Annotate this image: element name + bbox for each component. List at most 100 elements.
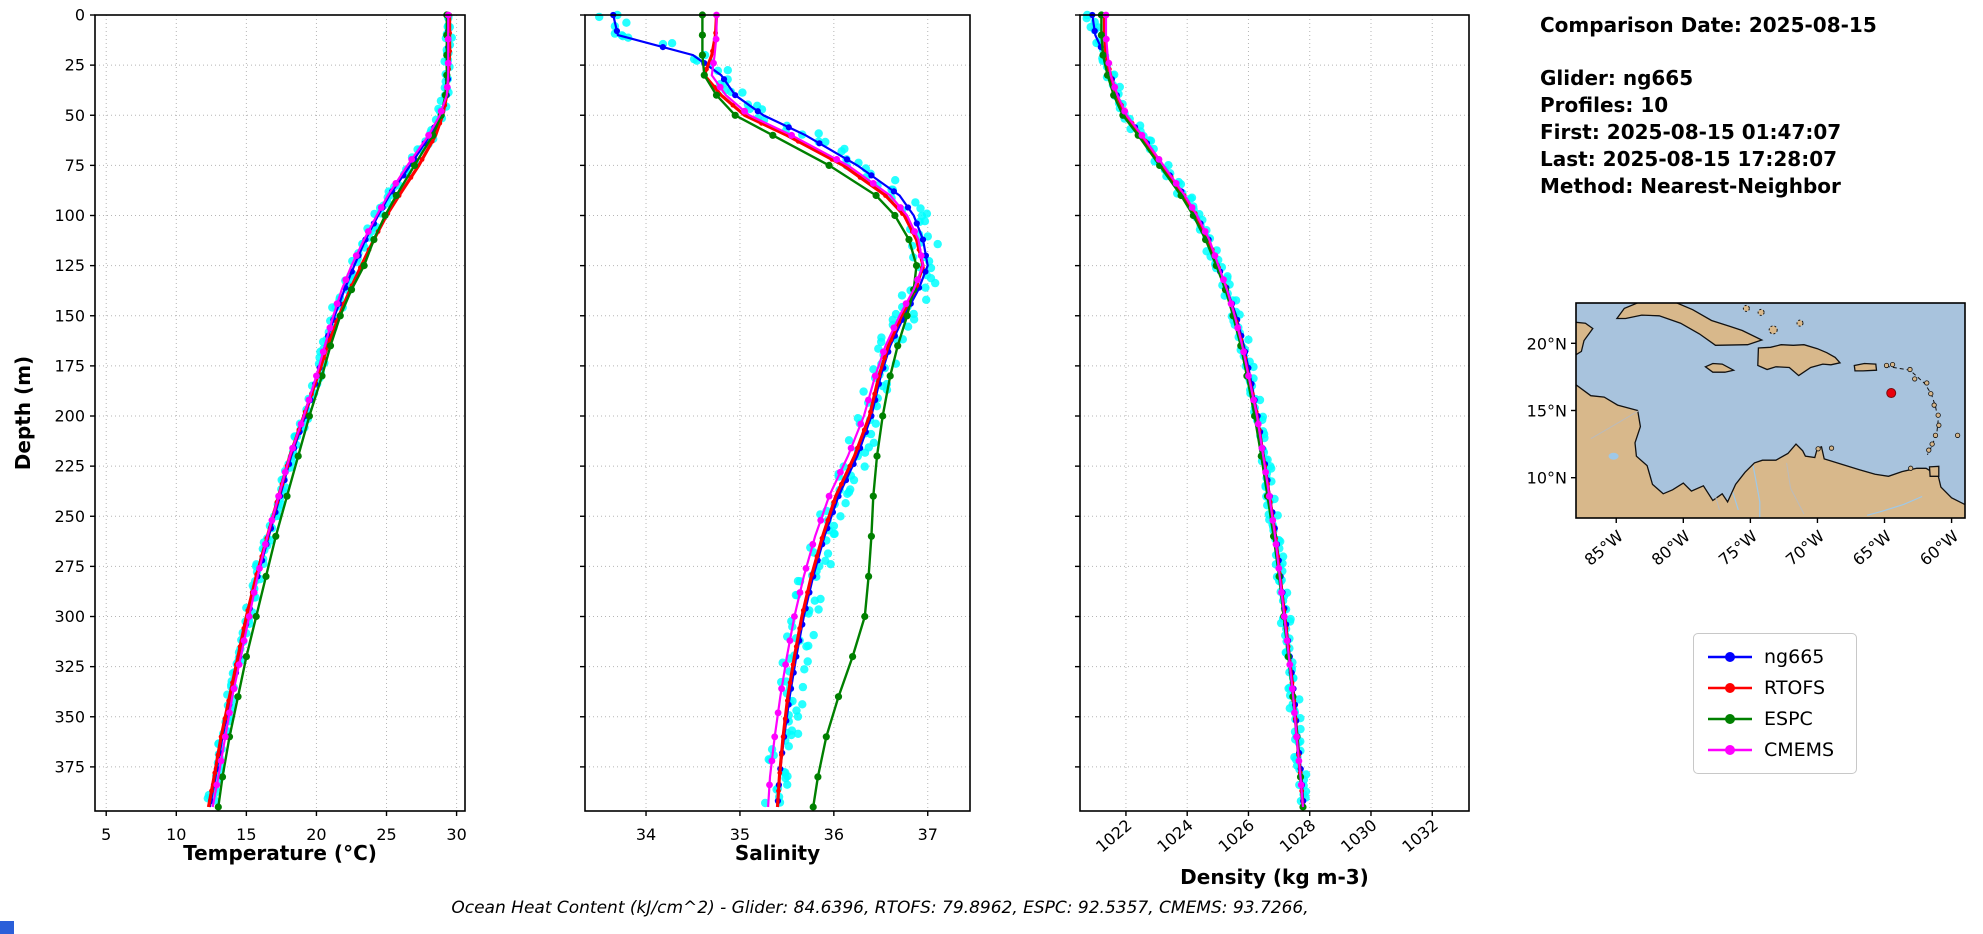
legend-marker-CMEMS bbox=[1708, 745, 1752, 755]
x-tick-label: 10 bbox=[166, 825, 186, 844]
map-lon-label: 85°W bbox=[1581, 526, 1627, 569]
y-tick-label: 175 bbox=[54, 356, 85, 375]
last-time-text: Last: 2025-08-15 17:28:07 bbox=[1540, 147, 1838, 171]
map-lake bbox=[1608, 452, 1619, 460]
map-bahamas-island bbox=[1757, 308, 1765, 316]
legend-item-RTOFS: RTOFS bbox=[1706, 677, 1834, 699]
x-tick-label: 20 bbox=[306, 825, 326, 844]
glider-scatter-point bbox=[869, 365, 878, 374]
legend-label: RTOFS bbox=[1764, 677, 1826, 699]
glider-scatter-point bbox=[909, 315, 919, 324]
map-river bbox=[1752, 465, 1761, 518]
legend: ng665 RTOFS ESPC CMEMS bbox=[1693, 633, 1858, 774]
map-river bbox=[1732, 492, 1739, 511]
map-lon-label: 60°W bbox=[1916, 526, 1962, 569]
glider-scatter-point bbox=[1244, 335, 1253, 344]
legend-label: ESPC bbox=[1764, 708, 1813, 730]
map-land-mainland bbox=[1576, 384, 1965, 518]
glider-scatter-point bbox=[911, 198, 920, 207]
x-tick-label: 37 bbox=[918, 825, 938, 844]
glider-scatter-point bbox=[837, 147, 846, 156]
glider-name-text: Glider: ng665 bbox=[1540, 66, 1694, 90]
y-tick-label: 50 bbox=[65, 106, 85, 125]
map-border bbox=[1715, 496, 1720, 511]
map-bahamas-island bbox=[1742, 304, 1750, 312]
gridlines bbox=[585, 14, 970, 811]
glider-scatter-point bbox=[891, 176, 900, 185]
y-tick-label: 275 bbox=[54, 557, 85, 576]
glider-scatter-point bbox=[830, 529, 839, 538]
glider-scatter-point bbox=[1187, 193, 1197, 202]
glider-scatter-point bbox=[933, 239, 942, 249]
y-tick-label: 300 bbox=[54, 607, 85, 626]
axis-title-density: Density (kg m-3) bbox=[1180, 865, 1369, 889]
series-line-ng665 bbox=[1091, 14, 1305, 808]
map-land-hispaniola bbox=[1757, 344, 1842, 377]
axis-title-salinity: Salinity bbox=[735, 841, 820, 865]
map-small-island bbox=[1924, 380, 1930, 386]
x-tick-label: 34 bbox=[636, 825, 656, 844]
map-lon-label: 70°W bbox=[1782, 526, 1828, 569]
series-line-RTOFS bbox=[702, 14, 925, 808]
glider-scatter-point bbox=[859, 387, 868, 396]
y-tick-label: 200 bbox=[54, 407, 85, 426]
glider-scatter-point bbox=[798, 682, 808, 692]
glider-scatter-point bbox=[922, 209, 932, 218]
map-lat-label: 20°N bbox=[1527, 334, 1567, 353]
glider-scatter-point bbox=[814, 605, 823, 614]
map-small-island bbox=[1931, 402, 1937, 408]
glider-scatter-point bbox=[877, 337, 886, 347]
series-markers-CMEMS bbox=[213, 11, 452, 789]
ocean-heat-content-annotation: Ocean Heat Content (kJ/cm^2) - Glider: 8… bbox=[451, 898, 1309, 918]
series-markers-RTOFS bbox=[704, 12, 925, 794]
map-lon-label: 80°W bbox=[1648, 526, 1694, 569]
glider-scatter-point bbox=[841, 499, 850, 508]
first-time-text: First: 2025-08-15 01:47:07 bbox=[1540, 120, 1842, 144]
x-tick-label: 30 bbox=[446, 825, 466, 844]
series-markers-RTOFS bbox=[209, 12, 452, 794]
plot-frame bbox=[94, 14, 466, 812]
map-small-island bbox=[1932, 432, 1939, 438]
glider-raw-scatter bbox=[1082, 10, 1311, 806]
glider-scatter-point bbox=[804, 641, 813, 650]
glider-scatter-point bbox=[844, 488, 854, 497]
glider-location-marker bbox=[1886, 388, 1897, 399]
glider-scatter-point bbox=[1295, 695, 1304, 704]
series-markers-ESPC bbox=[214, 11, 451, 811]
map-small-island bbox=[1815, 446, 1821, 452]
glider-raw-scatter bbox=[595, 10, 942, 808]
glider-scatter-point bbox=[781, 773, 790, 783]
map-land-jamaica bbox=[1704, 362, 1736, 373]
x-tick-label: 1030 bbox=[1337, 816, 1380, 857]
glider-scatter-point bbox=[595, 12, 604, 22]
glider-scatter-point bbox=[622, 18, 631, 27]
x-tick-label: 1024 bbox=[1153, 816, 1196, 857]
map-small-island bbox=[1889, 361, 1896, 368]
bottom-left-artifact bbox=[0, 921, 14, 934]
map-small-island bbox=[1912, 376, 1918, 382]
map-lat-label: 15°N bbox=[1527, 402, 1567, 421]
map-small-island bbox=[1928, 391, 1934, 397]
series-line-RTOFS bbox=[1102, 15, 1305, 808]
map-small-island bbox=[1935, 412, 1941, 418]
info-gap bbox=[1540, 39, 1970, 65]
glider-scatter-point bbox=[903, 322, 913, 331]
plot-frame bbox=[584, 14, 971, 812]
map-land-puerto-rico bbox=[1853, 362, 1878, 372]
series-markers-ng665 bbox=[610, 11, 930, 805]
legend-marker-ESPC bbox=[1708, 714, 1752, 724]
y-tick-label: 25 bbox=[65, 56, 85, 75]
glider-scatter-point bbox=[836, 512, 845, 521]
glider-scatter-point bbox=[926, 274, 936, 283]
series-line-ESPC bbox=[217, 15, 448, 808]
map-small-island bbox=[1828, 445, 1835, 451]
glider-scatter-point bbox=[1267, 464, 1276, 473]
y-tick-label: 325 bbox=[54, 657, 85, 676]
y-tick-label: 225 bbox=[54, 457, 85, 476]
glider-scatter-point bbox=[821, 137, 830, 147]
glider-scatter-point bbox=[783, 780, 792, 789]
glider-scatter-point bbox=[667, 39, 677, 48]
y-tick-label: 350 bbox=[54, 707, 85, 726]
glider-scatter-point bbox=[926, 263, 936, 273]
